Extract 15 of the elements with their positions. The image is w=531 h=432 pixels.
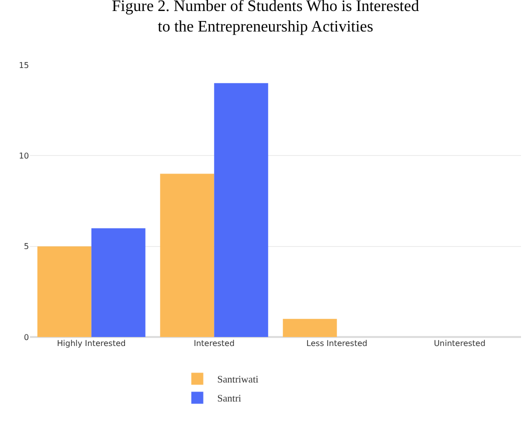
bar — [37, 246, 92, 337]
legend-label: Santriwati — [217, 374, 259, 386]
bar — [214, 83, 268, 337]
bar — [282, 318, 337, 337]
x-tick-label: Less Interested — [306, 339, 368, 348]
legend-label: Santri — [217, 394, 242, 405]
x-tick-label: Uninterested — [434, 339, 486, 348]
y-tick-label: 15 — [18, 60, 29, 70]
y-tick-label: 10 — [18, 151, 29, 160]
y-tick-label: 0 — [24, 332, 29, 342]
bar — [160, 174, 214, 337]
bar — [91, 228, 146, 337]
x-tick-label: Interested — [194, 339, 235, 348]
x-tick-label: Highly Interested — [57, 339, 126, 348]
y-tick-label: 5 — [24, 242, 29, 252]
